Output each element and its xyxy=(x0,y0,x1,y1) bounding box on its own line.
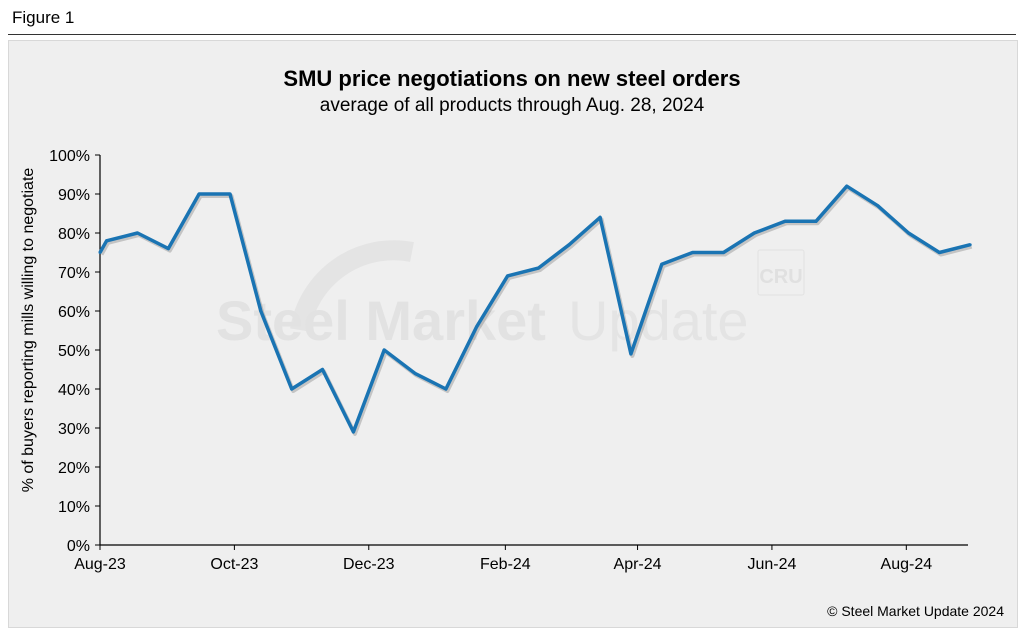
data-point xyxy=(444,387,448,391)
chart-title: SMU price negotiations on new steel orde… xyxy=(283,66,741,91)
data-point xyxy=(321,368,325,371)
series-line xyxy=(98,184,971,434)
data-point xyxy=(907,231,911,235)
data-point xyxy=(937,251,941,254)
data-point xyxy=(783,219,787,223)
y-tick-label: 40% xyxy=(58,382,90,399)
data-point xyxy=(567,243,571,247)
data-point xyxy=(752,231,756,235)
copyright-credit: © Steel Market Update 2024 xyxy=(827,603,1004,619)
svg-text:Update: Update xyxy=(568,289,749,352)
data-point xyxy=(135,231,139,235)
x-tick-label: Jun-24 xyxy=(747,556,796,573)
y-tick-label: 60% xyxy=(58,304,90,321)
data-point xyxy=(629,352,633,356)
data-point xyxy=(98,251,102,254)
x-tick-label: Oct-23 xyxy=(210,556,258,573)
y-tick-label: 70% xyxy=(58,265,90,282)
y-tick-label: 50% xyxy=(58,343,90,360)
y-tick-label: 30% xyxy=(58,421,90,438)
watermark-logo: Steel Market Update CRU xyxy=(216,240,805,352)
x-tick-label: Aug-23 xyxy=(74,556,126,573)
header-divider xyxy=(8,34,1016,35)
data-point xyxy=(105,239,109,243)
data-point xyxy=(876,204,880,208)
data-point xyxy=(351,430,355,434)
y-tick-label: 80% xyxy=(58,226,90,243)
x-tick-label: Aug-24 xyxy=(881,556,933,573)
data-point xyxy=(691,251,695,254)
data-point xyxy=(382,348,386,352)
data-point xyxy=(475,325,479,329)
chart-panel xyxy=(8,40,1018,628)
y-tick-label: 0% xyxy=(67,538,90,555)
data-point xyxy=(660,262,664,266)
data-point xyxy=(968,243,972,247)
data-point xyxy=(506,274,510,278)
data-point xyxy=(721,251,725,254)
data-point xyxy=(290,387,294,391)
series-line-shadow xyxy=(99,186,973,436)
figure-label: Figure 1 xyxy=(12,8,75,27)
data-point xyxy=(228,192,232,196)
svg-text:Steel Market: Steel Market xyxy=(216,289,546,352)
data-point xyxy=(259,309,263,313)
y-axis-label: % of buyers reporting mills willing to n… xyxy=(20,168,37,493)
data-point xyxy=(598,215,602,219)
data-point xyxy=(536,266,540,270)
data-point xyxy=(197,192,201,196)
data-point xyxy=(166,247,170,251)
y-tick-label: 90% xyxy=(58,187,90,204)
x-tick-label: Dec-23 xyxy=(343,556,395,573)
data-point xyxy=(845,184,849,188)
data-point xyxy=(413,371,417,375)
x-tick-label: Feb-24 xyxy=(480,556,531,573)
svg-text:CRU: CRU xyxy=(759,266,802,288)
y-tick-label: 20% xyxy=(58,460,90,477)
y-tick-label: 100% xyxy=(49,148,90,165)
y-tick-label: 10% xyxy=(58,499,90,516)
chart-subtitle: average of all products through Aug. 28,… xyxy=(319,95,705,116)
x-tick-label: Apr-24 xyxy=(614,556,662,573)
data-point xyxy=(814,219,818,223)
